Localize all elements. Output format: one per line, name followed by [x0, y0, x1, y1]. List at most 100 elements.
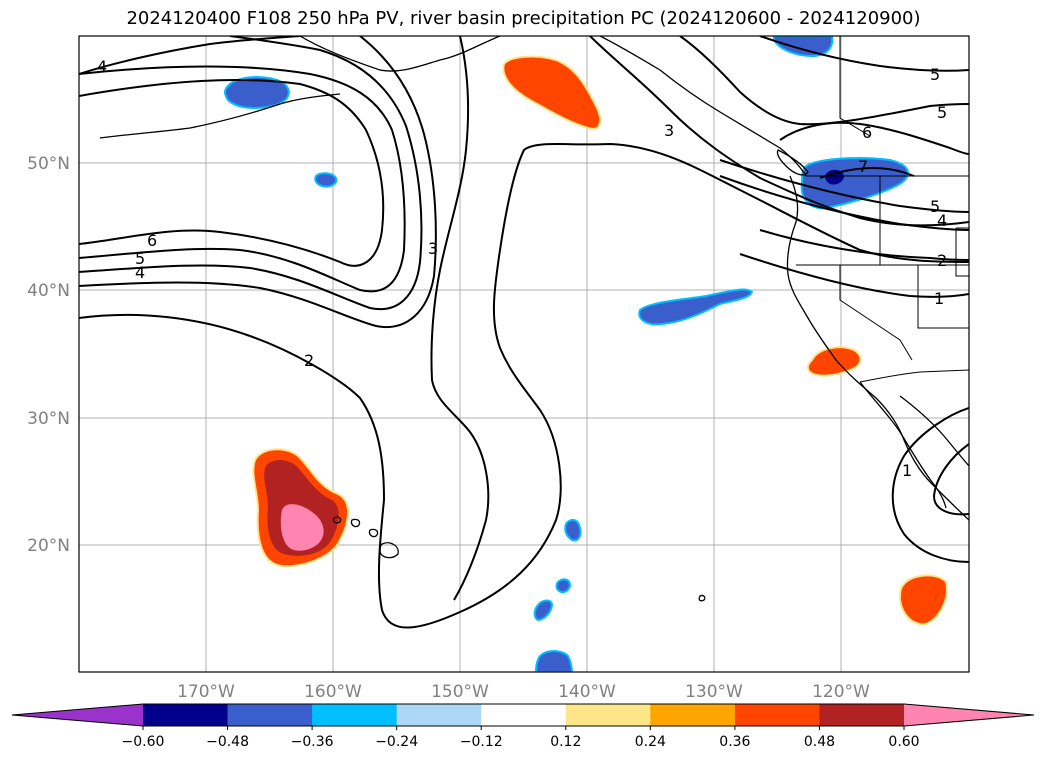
coast-alaska	[299, 36, 501, 72]
coast-aleutians	[99, 93, 341, 139]
colorbar-tick-label: −0.36	[291, 734, 334, 750]
pv-contour-6	[79, 79, 385, 267]
lon-label-170w: 170°W	[177, 682, 235, 702]
contour-label-5-se: 5	[930, 197, 940, 216]
lat-label-50n: 50°N	[27, 154, 70, 174]
contour-labels: 4 6 5 4 2 3 3 5 5 6 7 5 4 2 1 1	[97, 57, 947, 480]
colorbar-tick-label: −0.48	[206, 734, 249, 750]
island-oahu	[350, 518, 361, 528]
pv-contour-1-south-inner	[932, 443, 969, 516]
contour-label-4-se: 4	[937, 211, 947, 230]
pv-contour-6-ne	[779, 121, 969, 155]
pv-contour-3	[430, 36, 490, 601]
latitude-labels: 50°N 40°N 30°N 20°N	[27, 154, 70, 556]
contour-label-6: 6	[147, 231, 157, 250]
lon-label-160w: 160°W	[304, 682, 362, 702]
lon-label-130w: 130°W	[685, 682, 743, 702]
precip-blob-bc-top	[773, 36, 834, 58]
colorbar-segment	[227, 704, 313, 726]
precip-blob-south-2	[555, 578, 572, 594]
pv-contour-5-se	[719, 159, 969, 213]
precip-blob-south-3	[533, 599, 554, 622]
precip-blob-gulf-alaska	[502, 55, 602, 130]
pv-contours	[79, 36, 969, 629]
precip-blob-pnw-core	[825, 169, 844, 185]
pv-contour-3-inner	[79, 36, 437, 329]
map-title: 2024120400 F108 250 hPa PV, river basin …	[126, 8, 921, 29]
pv-contour-4	[79, 36, 423, 311]
colorbar-tick-label: 0.36	[719, 734, 750, 750]
precip-blob-midpac-streak	[638, 288, 754, 326]
pv-contour-2	[79, 142, 969, 629]
colorbar-tick-label: 0.48	[804, 734, 835, 750]
pv-contour-5	[79, 65, 406, 293]
coast-gulf-california	[899, 395, 969, 467]
coast-vancouver-island	[776, 149, 809, 176]
island-kauai	[332, 516, 342, 524]
lat-label-20n: 20°N	[27, 536, 70, 556]
pv-contour-4-se	[719, 175, 969, 231]
precip-blob-pnw	[800, 157, 909, 210]
colorbar-tick-label: −0.60	[122, 734, 165, 750]
colorbar: −0.60 −0.48 −0.36 −0.24 −0.12 0.12 0.24 0.36 0.4…	[11, 703, 1035, 750]
contour-label-5-ne-2: 5	[937, 103, 947, 122]
precip-blobs	[224, 36, 948, 672]
contour-label-2: 2	[304, 351, 314, 370]
lon-label-150w: 150°W	[431, 682, 489, 702]
contour-label-5: 5	[135, 249, 145, 268]
lon-label-140w: 140°W	[558, 682, 616, 702]
precip-blob-south-1	[564, 518, 582, 542]
colorbar-tick-label: −0.12	[460, 734, 503, 750]
hawaii-islands	[332, 516, 706, 602]
colorbar-extend-min	[12, 704, 143, 726]
border-bc-alaska	[839, 36, 871, 137]
colorbar-segment	[650, 704, 736, 726]
contour-label-4: 4	[135, 263, 145, 282]
precip-blob-mexico	[898, 574, 948, 626]
pv-contour-1-south	[891, 407, 969, 563]
precip-blob-small-west	[314, 172, 338, 188]
border-state-4	[955, 228, 969, 277]
contour-label-5-ne: 5	[930, 65, 940, 84]
colorbar-segment	[312, 704, 398, 726]
colorbar-segment	[565, 704, 651, 726]
pv-contour-4-top	[79, 36, 301, 75]
contour-label-6-ne: 6	[862, 123, 872, 142]
colorbar-segment	[481, 704, 567, 726]
pv-contour-7-ne	[819, 166, 915, 179]
pv-contour-5-ne	[679, 36, 969, 126]
contour-label-4-nw: 4	[97, 57, 107, 76]
coast-se-alaska	[599, 36, 807, 177]
contour-label-1-south: 1	[902, 461, 912, 480]
island-small-1	[698, 594, 706, 602]
longitude-labels: 170°W 160°W 150°W 140°W 130°W 120°W	[177, 682, 870, 702]
coastlines	[99, 36, 969, 521]
precip-blob-california	[806, 346, 862, 377]
colorbar-tick-label: −0.24	[375, 734, 418, 750]
contour-label-3: 3	[428, 239, 438, 258]
colorbar-tick-label: 0.60	[888, 734, 919, 750]
border-state-3	[917, 265, 969, 329]
contour-label-7: 7	[858, 157, 868, 176]
precip-blob-south-4	[535, 650, 574, 672]
colorbar-segment	[143, 704, 229, 726]
contour-label-2-se: 2	[937, 251, 947, 270]
colorbar-segment	[819, 704, 905, 726]
pv-contour-1	[739, 253, 969, 298]
colorbar-segment	[396, 704, 482, 726]
colorbar-extend-max	[904, 704, 1034, 726]
lat-label-40n: 40°N	[27, 281, 70, 301]
map-frame	[78, 35, 970, 673]
border-us-mexico	[859, 369, 969, 383]
lat-label-30n: 30°N	[27, 409, 70, 429]
colorbar-tick-label: 0.24	[635, 734, 666, 750]
pv-contour-5-ne-2	[759, 36, 969, 72]
precip-blob-hawaii-core	[280, 504, 324, 551]
colorbar-tick-label: 0.12	[550, 734, 581, 750]
contour-label-3-east: 3	[664, 121, 674, 140]
colorbar-segment	[734, 704, 820, 726]
lon-label-120w: 120°W	[812, 682, 870, 702]
coast-north-america-west	[786, 175, 969, 521]
contour-label-1: 1	[934, 289, 944, 308]
